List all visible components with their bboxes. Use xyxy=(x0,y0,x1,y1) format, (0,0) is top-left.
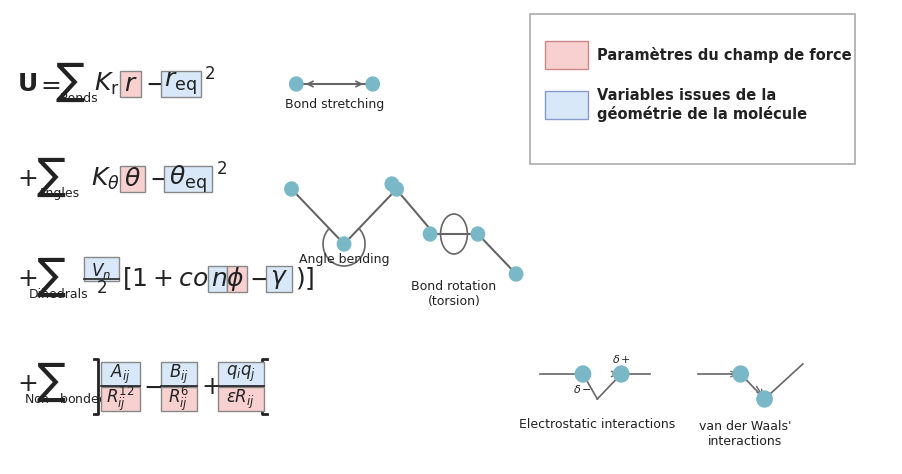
Text: $=$: $=$ xyxy=(36,72,61,96)
Circle shape xyxy=(613,366,629,382)
Circle shape xyxy=(390,182,403,196)
Circle shape xyxy=(510,267,523,281)
FancyBboxPatch shape xyxy=(121,71,142,97)
Text: $\mathbf{U}$: $\mathbf{U}$ xyxy=(17,72,37,96)
Text: $r$: $r$ xyxy=(124,72,138,96)
Text: Bond stretching: Bond stretching xyxy=(285,98,384,110)
Text: $V_n$: $V_n$ xyxy=(91,261,111,281)
Text: Dihedrals: Dihedrals xyxy=(29,289,88,301)
Text: $-$: $-$ xyxy=(149,167,170,191)
Text: $\gamma$: $\gamma$ xyxy=(270,267,288,291)
Text: $)]$: $)]$ xyxy=(295,265,315,292)
FancyBboxPatch shape xyxy=(530,14,855,164)
FancyBboxPatch shape xyxy=(545,41,588,69)
Circle shape xyxy=(366,77,380,91)
Text: $K_\mathrm{r}$: $K_\mathrm{r}$ xyxy=(94,71,119,97)
Text: $\sum$: $\sum$ xyxy=(36,360,67,404)
FancyBboxPatch shape xyxy=(218,362,263,386)
Text: $\delta-$: $\delta-$ xyxy=(574,383,593,395)
Circle shape xyxy=(337,237,351,251)
FancyBboxPatch shape xyxy=(545,91,588,119)
Text: $\varepsilon R_{ij}$: $\varepsilon R_{ij}$ xyxy=(226,387,255,410)
Circle shape xyxy=(385,177,399,191)
Text: $2$: $2$ xyxy=(216,160,227,178)
FancyBboxPatch shape xyxy=(164,166,212,192)
Text: $n\phi$: $n\phi$ xyxy=(211,265,244,293)
FancyBboxPatch shape xyxy=(218,387,263,411)
Text: $\sum$: $\sum$ xyxy=(36,255,67,299)
Text: $\theta_\mathrm{eq}$: $\theta_\mathrm{eq}$ xyxy=(170,163,207,195)
Circle shape xyxy=(285,182,299,196)
FancyBboxPatch shape xyxy=(208,266,227,292)
FancyBboxPatch shape xyxy=(161,362,197,386)
Text: $R_{ij}^{12}$: $R_{ij}^{12}$ xyxy=(106,385,134,413)
Text: Bond rotation
(torsion): Bond rotation (torsion) xyxy=(411,280,496,308)
Text: $+$: $+$ xyxy=(17,372,38,396)
Text: $K_\theta$: $K_\theta$ xyxy=(91,166,120,192)
Text: $-$: $-$ xyxy=(145,72,166,96)
Text: Angles: Angles xyxy=(38,186,80,200)
Text: $-$: $-$ xyxy=(250,267,270,291)
Text: Variables issues de la
géométrie de la molécule: Variables issues de la géométrie de la m… xyxy=(597,88,807,122)
Text: $R_{ij}^{6}$: $R_{ij}^{6}$ xyxy=(168,385,189,413)
FancyBboxPatch shape xyxy=(84,257,118,281)
Circle shape xyxy=(290,77,303,91)
Text: Bonds: Bonds xyxy=(60,91,98,104)
Text: Angle bending: Angle bending xyxy=(299,253,390,265)
Text: van der Waals'
interactions: van der Waals' interactions xyxy=(699,420,792,448)
Circle shape xyxy=(733,366,749,382)
Text: $B_{ij}$: $B_{ij}$ xyxy=(169,363,189,386)
Text: Non$-$bonded: Non$-$bonded xyxy=(23,392,107,406)
Text: $\sum$: $\sum$ xyxy=(55,60,86,104)
Text: $\sum$: $\sum$ xyxy=(36,155,67,199)
Text: $q_iq_j$: $q_iq_j$ xyxy=(226,364,256,384)
Circle shape xyxy=(575,366,591,382)
Circle shape xyxy=(757,391,772,407)
FancyBboxPatch shape xyxy=(101,362,140,386)
Text: $2$: $2$ xyxy=(204,65,215,83)
FancyBboxPatch shape xyxy=(121,166,145,192)
Text: $\theta$: $\theta$ xyxy=(124,167,142,191)
Text: $r_\mathrm{eq}$: $r_\mathrm{eq}$ xyxy=(164,71,197,97)
Text: $+$: $+$ xyxy=(17,167,38,191)
Text: $2$: $2$ xyxy=(96,279,106,297)
FancyBboxPatch shape xyxy=(266,266,292,292)
FancyBboxPatch shape xyxy=(227,266,246,292)
Text: $+$: $+$ xyxy=(17,267,38,291)
Text: Paramètres du champ de force: Paramètres du champ de force xyxy=(597,47,852,63)
Text: $\delta+$: $\delta+$ xyxy=(612,353,630,365)
Text: $-$: $-$ xyxy=(143,375,163,399)
Circle shape xyxy=(471,227,484,241)
FancyBboxPatch shape xyxy=(101,387,140,411)
Text: $+$: $+$ xyxy=(201,375,221,399)
Text: $[1+cos($: $[1+cos($ xyxy=(123,265,231,292)
FancyBboxPatch shape xyxy=(161,71,201,97)
FancyBboxPatch shape xyxy=(161,387,197,411)
Text: $A_{ij}$: $A_{ij}$ xyxy=(110,363,131,386)
Circle shape xyxy=(423,227,437,241)
Text: Electrostatic interactions: Electrostatic interactions xyxy=(520,418,676,430)
